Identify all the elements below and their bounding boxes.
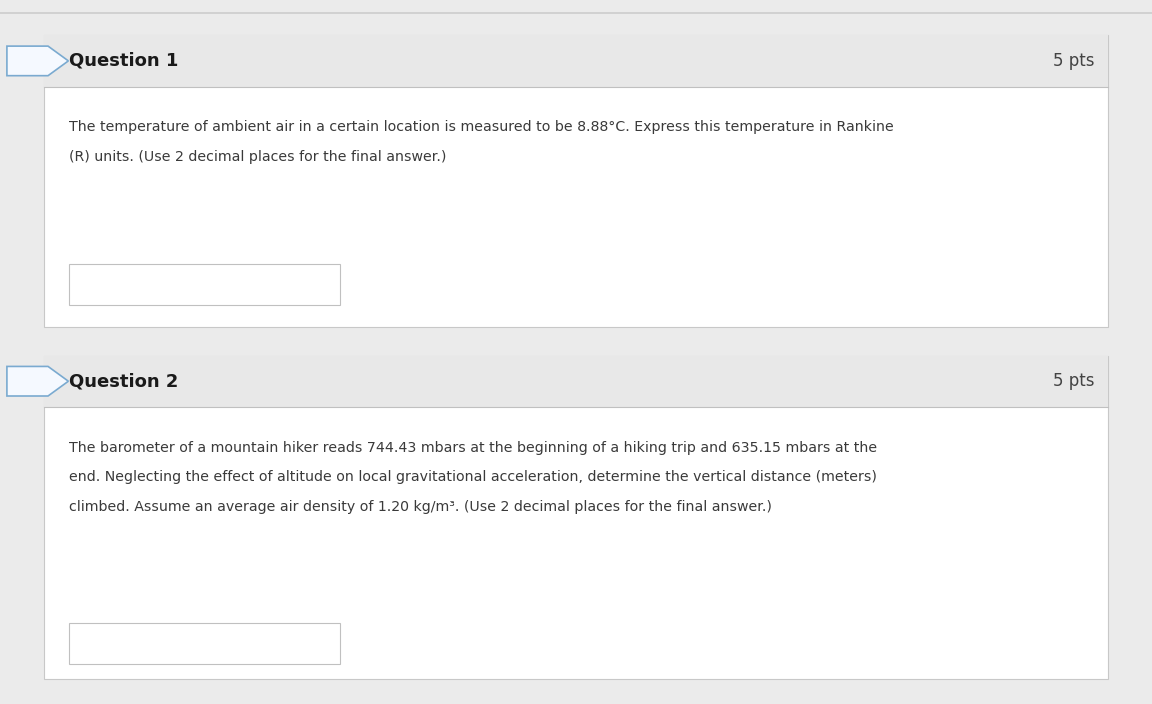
FancyBboxPatch shape [44,356,1108,679]
Polygon shape [7,366,68,396]
Text: 5 pts: 5 pts [1053,52,1094,70]
Text: Question 2: Question 2 [69,372,179,390]
FancyBboxPatch shape [69,623,340,664]
FancyBboxPatch shape [44,35,1108,87]
Text: end. Neglecting the effect of altitude on local gravitational acceleration, dete: end. Neglecting the effect of altitude o… [69,470,877,484]
Text: Question 1: Question 1 [69,52,179,70]
Text: climbed. Assume an average air density of 1.20 kg/m³. (Use 2 decimal places for : climbed. Assume an average air density o… [69,500,772,514]
Text: The barometer of a mountain hiker reads 744.43 mbars at the beginning of a hikin: The barometer of a mountain hiker reads … [69,441,877,455]
Polygon shape [7,46,68,76]
FancyBboxPatch shape [44,35,1108,327]
FancyBboxPatch shape [44,356,1108,407]
Text: The temperature of ambient air in a certain location is measured to be 8.88°C. E: The temperature of ambient air in a cert… [69,120,894,134]
FancyBboxPatch shape [69,264,340,305]
Text: (R) units. (Use 2 decimal places for the final answer.): (R) units. (Use 2 decimal places for the… [69,150,447,164]
Text: 5 pts: 5 pts [1053,372,1094,390]
